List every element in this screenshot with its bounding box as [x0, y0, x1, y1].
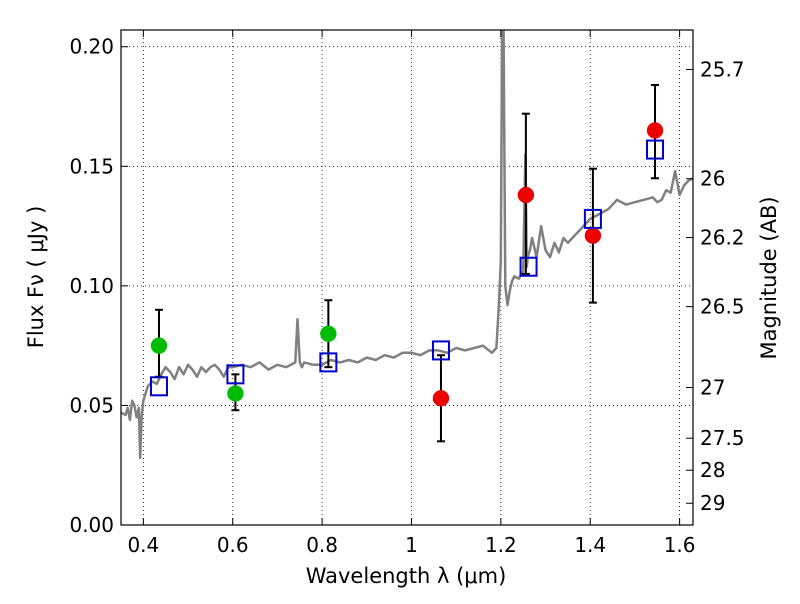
y-tick-label: 0.10: [69, 274, 114, 298]
x-tick-label: 0.4: [127, 533, 159, 557]
right-tick-label: 26: [700, 167, 725, 191]
data-point: [150, 337, 168, 354]
model-photometry-square: [646, 139, 665, 160]
right-tick-label: 26.5: [700, 295, 745, 319]
model-photometry-square: [519, 256, 538, 277]
data-point: [227, 385, 244, 402]
ticks-layer: 0.4 0.6 0.8 1 1.2 1.4 1.6 0.00 0.05 0.10 0.15 0.20 2…: [69, 30, 745, 557]
data-point: [584, 227, 602, 244]
right-tick-label: 26.2: [700, 226, 745, 250]
x-tick-label: 0.6: [217, 533, 249, 557]
right-tick-label: 27: [700, 376, 725, 400]
right-tick-label: 29: [700, 491, 725, 515]
x-tick-label: 1.4: [574, 533, 606, 557]
right-axis-label: Magnitude (AB): [757, 196, 781, 359]
model-photometry-square: [149, 376, 168, 397]
y-tick-label: 0.15: [69, 154, 114, 178]
data-point: [646, 122, 664, 139]
y-tick-label: 0.00: [69, 513, 114, 537]
y-tick-label: 0.20: [69, 35, 114, 59]
x-tick-label: 1.2: [485, 533, 517, 557]
data-point: [517, 186, 535, 204]
right-tick-label: 25.7: [700, 57, 745, 81]
model-photometry-square: [583, 208, 602, 229]
y-axis-label: Flux Fν ( μJy ): [24, 206, 48, 349]
marker-layer: [149, 122, 665, 407]
plot-frame: [120, 29, 694, 526]
data-point: [432, 390, 450, 407]
model-spectrum-line: [121, 30, 693, 460]
data-point: [320, 325, 337, 342]
x-axis-label: Wavelength λ (μm): [306, 564, 507, 588]
model-photometry-square: [431, 340, 450, 361]
spectrum-layer: [121, 30, 693, 460]
model-photometry-square: [226, 364, 245, 385]
model-photometry-square: [319, 352, 338, 373]
right-tick-label: 27.5: [700, 426, 745, 450]
y-tick-label: 0.05: [69, 393, 114, 417]
right-tick-label: 28: [700, 458, 725, 482]
x-tick-label: 1.6: [664, 533, 696, 557]
grid: [121, 30, 693, 526]
x-tick-label: 0.8: [306, 533, 338, 557]
x-tick-label: 1: [405, 533, 418, 557]
